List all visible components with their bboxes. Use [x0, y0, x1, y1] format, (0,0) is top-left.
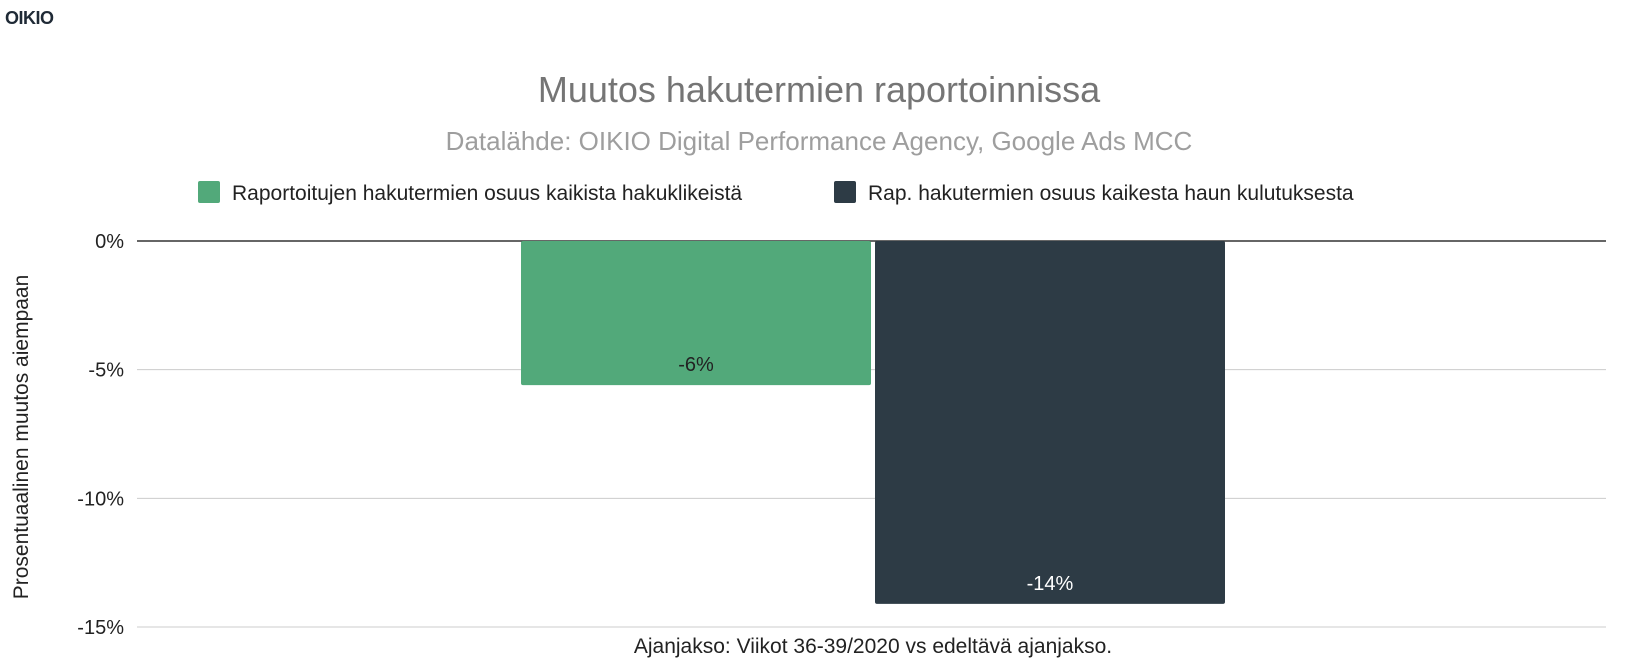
y-tick-label: 0% [95, 231, 124, 253]
y-tick-label: -10% [77, 488, 124, 510]
oikio-logo: OIKIO [5, 8, 54, 28]
legend-swatch-series-1 [198, 181, 220, 203]
bar-series-1 [521, 241, 871, 386]
chart-subtitle: Datalähde: OIKIO Digital Performance Age… [446, 126, 1193, 156]
data-label-series-1: -6% [678, 354, 714, 376]
y-axis-ticks: 0% -5% -10% -15% [77, 231, 124, 639]
legend-label-series-2: Rap. hakutermien osuus kaikesta haun kul… [868, 182, 1354, 205]
y-tick-label: -15% [77, 617, 124, 639]
chart-bars [521, 241, 1225, 604]
x-axis-label: Ajanjakso: Viikot 36-39/2020 vs edeltävä… [634, 635, 1112, 658]
y-tick-label: -5% [88, 360, 124, 382]
bar-series-2 [875, 241, 1225, 604]
chart-gridlines [137, 240, 1606, 628]
y-axis-label: Prosentuaalinen muutos aiempaan [10, 275, 33, 600]
data-labels: -6% -14% [678, 354, 1073, 595]
chart-title: Muutos hakutermien raportoinnissa [538, 69, 1101, 110]
legend-label-series-1: Raportoitujen hakutermien osuus kaikista… [232, 182, 742, 205]
chart-legend: Raportoitujen hakutermien osuus kaikista… [198, 181, 1354, 205]
legend-swatch-series-2 [834, 181, 856, 203]
data-label-series-2: -14% [1027, 573, 1074, 595]
